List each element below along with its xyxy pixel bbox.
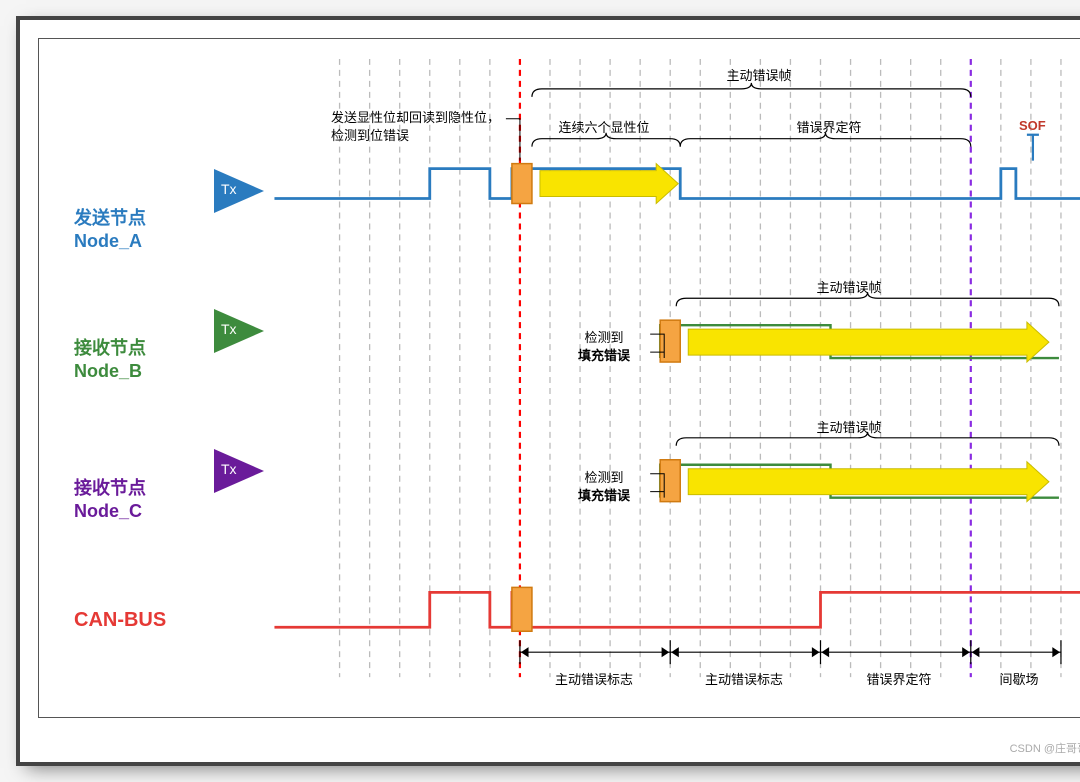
btm-flag2: 主动错误标志 (679, 669, 809, 688)
label-sof: SOF (1019, 117, 1046, 135)
label-bit-error: 发送显性位却回读到隐性位，检测到位错误 (331, 109, 506, 144)
btm-delim: 错误界定符 (839, 669, 959, 688)
label-detect-b: 检测到填充错误 (559, 329, 649, 364)
diagram-svg (39, 39, 1080, 717)
diagram-frame: 发送节点Node_A Tx 接收节点Node_B Tx 接收节点Node_C T… (20, 20, 1080, 762)
label-active-err-b: 主动错误帧 (789, 279, 909, 297)
inner-canvas: 发送节点Node_A Tx 接收节点Node_B Tx 接收节点Node_C T… (38, 38, 1080, 718)
credit-text: CSDN @庄哥哥 (1010, 740, 1080, 756)
label-detect-c: 检测到填充错误 (559, 469, 649, 504)
btm-flag1: 主动错误标志 (529, 669, 659, 688)
label-active-err-c: 主动错误帧 (789, 419, 909, 437)
btm-ifs: 间歇场 (979, 669, 1059, 688)
label-six-dominant: 连续六个显性位 (539, 119, 669, 137)
label-delimiter-top: 错误界定符 (769, 119, 889, 137)
label-error-frame-top: 主动错误帧 (699, 67, 819, 85)
